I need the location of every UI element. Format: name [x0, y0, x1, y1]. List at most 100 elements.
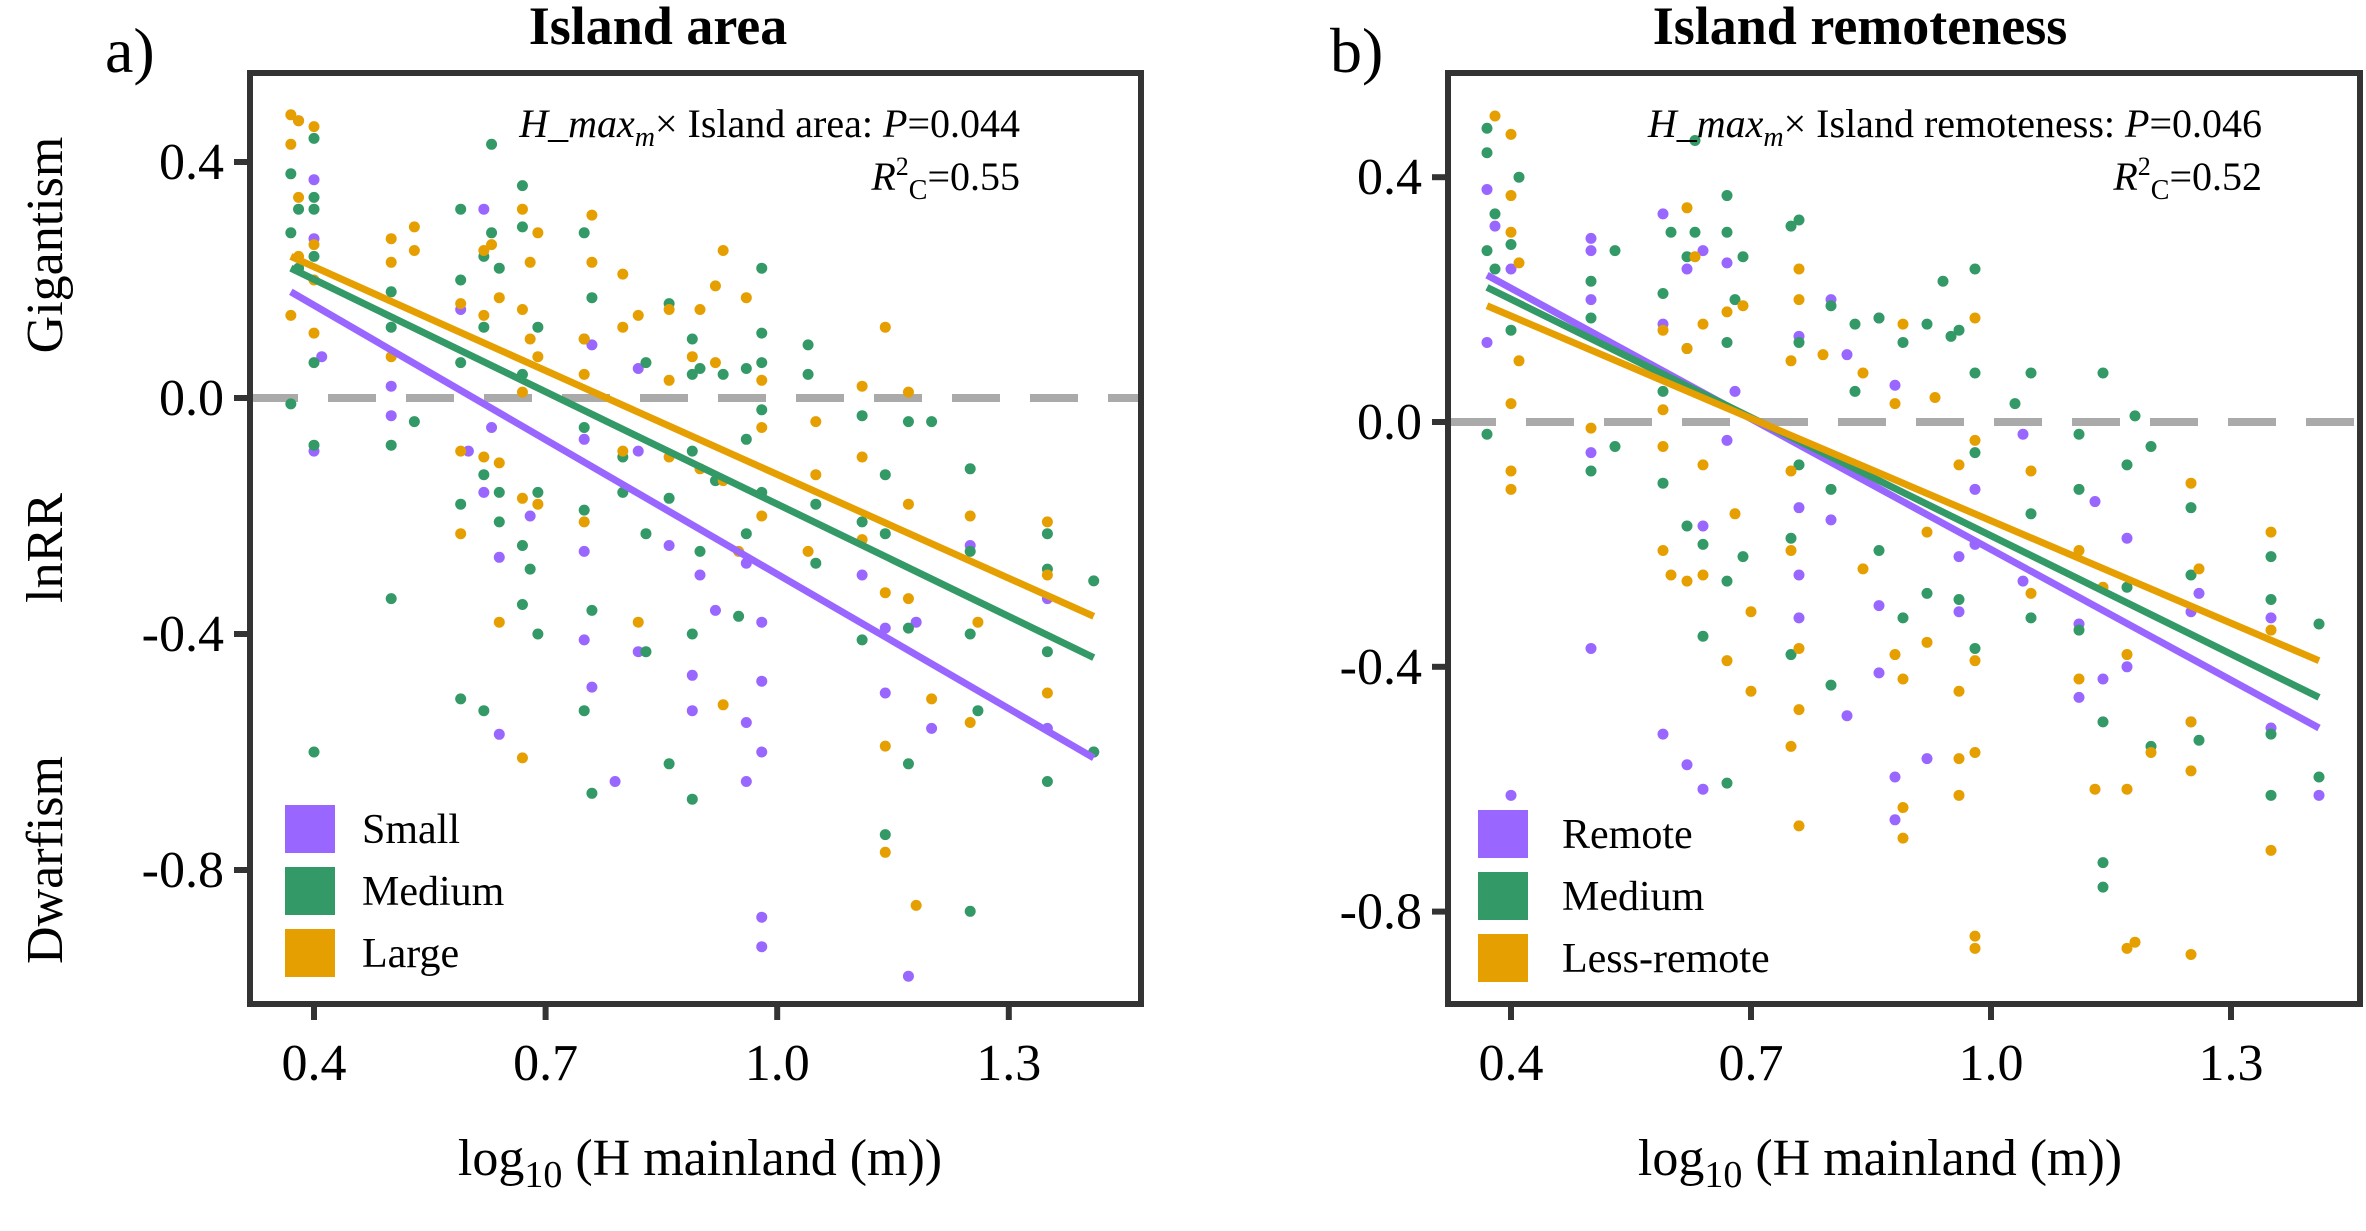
data-point: [516, 221, 528, 233]
data-point: [2129, 410, 2141, 422]
data-point: [1793, 612, 1805, 624]
data-point: [640, 528, 652, 540]
data-point: [2073, 673, 2085, 685]
data-point: [455, 357, 467, 369]
data-point: [740, 776, 752, 787]
data-point: [2097, 367, 2109, 379]
data-point: [586, 339, 598, 351]
x-axis-label-subscript: 10: [1704, 1154, 1742, 1196]
data-point: [308, 746, 320, 758]
data-point: [2265, 612, 2277, 624]
data-point: [493, 486, 505, 498]
annotation-variable: H_max: [518, 101, 635, 146]
data-point: [2121, 532, 2133, 544]
data-point: [1889, 398, 1901, 410]
data-point: [1889, 379, 1901, 391]
data-point: [1857, 563, 1869, 575]
data-point: [1585, 294, 1597, 306]
data-point: [1745, 606, 1757, 618]
data-point: [308, 439, 320, 451]
x-tick-label: 0.4: [1479, 1035, 1544, 1092]
data-point: [1785, 220, 1797, 232]
data-point: [2025, 612, 2037, 624]
x-axis-label-prefix: log: [1638, 1130, 1704, 1187]
data-point: [694, 569, 706, 581]
data-point: [493, 516, 505, 528]
data-point: [1481, 147, 1493, 159]
data-point: [486, 227, 498, 239]
plot-frame: [247, 70, 1144, 1007]
x-axis-label-rest: (H mainland (m)): [562, 1130, 942, 1187]
x-tick-label: 1.0: [745, 1035, 810, 1092]
x-tick-label: 1.3: [976, 1035, 1041, 1092]
plot-frame: [1445, 70, 2363, 1007]
data-point: [2025, 508, 2037, 520]
data-point: [1969, 312, 1981, 324]
data-point: [532, 321, 544, 333]
data-point: [686, 445, 698, 457]
data-point: [694, 304, 706, 315]
data-point: [2313, 789, 2325, 801]
data-point: [1729, 385, 1741, 397]
legend-swatch-large: [285, 929, 335, 977]
data-point: [1953, 324, 1965, 336]
data-point: [1969, 447, 1981, 459]
data-point: [1481, 336, 1493, 348]
data-point: [2313, 618, 2325, 630]
data-point: [1657, 324, 1669, 336]
data-point: [2097, 857, 2109, 869]
data-point: [1513, 257, 1525, 269]
data-point: [686, 333, 698, 345]
data-point: [2185, 716, 2197, 728]
data-point: [617, 321, 629, 333]
panel-label: a): [105, 15, 155, 86]
annotation-variable-subscript: m: [635, 122, 655, 153]
data-point: [926, 722, 938, 734]
data-point: [756, 911, 768, 923]
data-point: [756, 404, 768, 416]
data-point: [316, 351, 328, 363]
data-point: [2121, 942, 2133, 954]
legend-label-large: Large: [362, 931, 459, 977]
data-point: [1721, 575, 1733, 587]
data-point: [1825, 300, 1837, 312]
data-point: [578, 705, 590, 717]
legend-swatch-medium: [285, 867, 335, 915]
data-point: [2265, 728, 2277, 740]
x-axis-label: log10 (H mainland (m)): [458, 1130, 942, 1196]
data-point: [578, 422, 590, 433]
data-point: [1969, 263, 1981, 275]
data-point: [964, 545, 976, 557]
data-point: [740, 528, 752, 540]
fit-line-medium: [1485, 284, 2321, 701]
y-tick-label: 0.0: [159, 370, 224, 427]
x-tick-label: 0.4: [282, 1035, 347, 1092]
data-point: [1737, 251, 1749, 263]
annotation-r-superscript: 2: [896, 152, 909, 181]
data-point: [1785, 649, 1797, 661]
data-point: [293, 203, 305, 215]
data-point: [1681, 759, 1693, 771]
data-point: [1481, 122, 1493, 134]
chart-title: Island remoteness: [1653, 0, 2068, 56]
data-point: [478, 321, 490, 333]
data-point: [586, 787, 598, 799]
data-point: [285, 109, 297, 121]
data-point: [1793, 263, 1805, 275]
series-remote-points: [1481, 183, 2325, 826]
data-point: [1785, 545, 1797, 557]
x-tick-label: 1.0: [1959, 1035, 2024, 1092]
data-point: [802, 368, 814, 380]
data-point: [632, 445, 644, 457]
data-point: [1657, 208, 1669, 220]
data-point: [1793, 569, 1805, 581]
data-point: [1897, 802, 1909, 814]
x-axis-label-subscript: 10: [524, 1154, 562, 1196]
data-point: [1953, 606, 1965, 618]
data-point: [308, 191, 320, 203]
data-point: [686, 669, 698, 681]
data-point: [1697, 520, 1709, 532]
data-point: [1969, 655, 1981, 667]
data-point: [285, 398, 297, 410]
